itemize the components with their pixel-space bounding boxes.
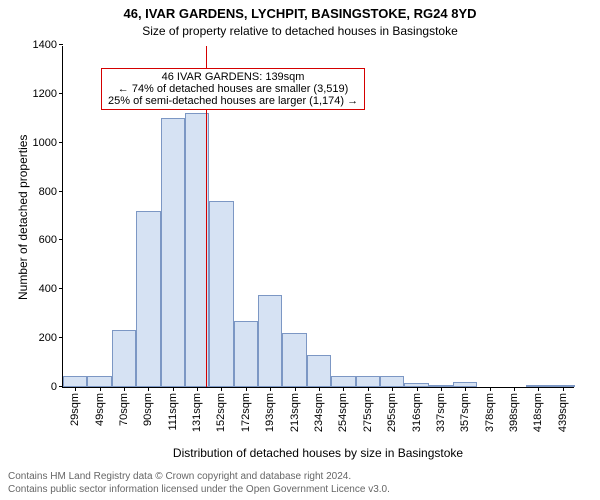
- x-tick-mark: [246, 387, 247, 391]
- histogram-bar: [307, 355, 331, 387]
- y-tick-mark: [59, 239, 63, 240]
- x-tick-mark: [538, 387, 539, 391]
- x-tick-mark: [343, 387, 344, 391]
- plot-area: 020040060080010001200140029sqm49sqm70sqm…: [62, 46, 574, 388]
- x-tick-label: 70sqm: [118, 393, 130, 426]
- annotation-line: 46 IVAR GARDENS: 139sqm: [108, 71, 358, 83]
- histogram-bar: [87, 376, 111, 387]
- x-tick-mark: [441, 387, 442, 391]
- footer-line-2: Contains public sector information licen…: [8, 484, 390, 497]
- x-tick-mark: [514, 387, 515, 391]
- y-tick-label: 200: [39, 332, 63, 344]
- y-tick-mark: [59, 337, 63, 338]
- footer-attribution: Contains HM Land Registry data © Crown c…: [8, 471, 390, 496]
- x-tick-mark: [563, 387, 564, 391]
- x-tick-mark: [173, 387, 174, 391]
- x-tick-label: 357sqm: [459, 393, 471, 432]
- x-tick-label: 29sqm: [69, 393, 81, 426]
- histogram-bar: [63, 376, 87, 387]
- histogram-bar: [356, 376, 380, 387]
- annotation-line: ← 74% of detached houses are smaller (3,…: [108, 83, 358, 95]
- chart-subtitle: Size of property relative to detached ho…: [0, 24, 600, 38]
- y-tick-label: 600: [39, 234, 63, 246]
- x-tick-label: 111sqm: [167, 393, 179, 431]
- x-tick-mark: [368, 387, 369, 391]
- x-tick-mark: [148, 387, 149, 391]
- x-tick-mark: [490, 387, 491, 391]
- x-tick-mark: [124, 387, 125, 391]
- annotation-box: 46 IVAR GARDENS: 139sqm← 74% of detached…: [101, 68, 365, 110]
- y-tick-label: 400: [39, 283, 63, 295]
- x-tick-mark: [197, 387, 198, 391]
- x-tick-label: 131sqm: [191, 393, 203, 432]
- x-tick-label: 254sqm: [337, 393, 349, 432]
- histogram-bar: [331, 376, 355, 387]
- x-tick-mark: [75, 387, 76, 391]
- histogram-bar: [209, 201, 233, 387]
- x-tick-label: 378sqm: [484, 393, 496, 432]
- x-tick-mark: [295, 387, 296, 391]
- histogram-bar: [112, 330, 136, 387]
- x-tick-label: 439sqm: [557, 393, 569, 432]
- x-tick-label: 295sqm: [386, 393, 398, 432]
- histogram-bar: [380, 376, 404, 387]
- histogram-bar: [136, 211, 160, 387]
- histogram-bar: [234, 321, 258, 387]
- x-tick-mark: [417, 387, 418, 391]
- x-tick-label: 90sqm: [142, 393, 154, 426]
- x-tick-label: 316sqm: [411, 393, 423, 432]
- x-tick-label: 213sqm: [289, 393, 301, 432]
- x-tick-label: 398sqm: [508, 393, 520, 432]
- x-tick-mark: [221, 387, 222, 391]
- y-tick-label: 1200: [33, 88, 63, 100]
- chart-title: 46, IVAR GARDENS, LYCHPIT, BASINGSTOKE, …: [0, 6, 600, 21]
- y-tick-label: 1000: [33, 137, 63, 149]
- y-tick-mark: [59, 288, 63, 289]
- x-tick-label: 49sqm: [94, 393, 106, 426]
- x-tick-mark: [100, 387, 101, 391]
- histogram-bar: [161, 118, 185, 387]
- y-tick-label: 1400: [33, 39, 63, 51]
- x-tick-label: 337sqm: [435, 393, 447, 432]
- x-tick-label: 234sqm: [313, 393, 325, 432]
- y-axis-label: Number of detached properties: [16, 134, 30, 299]
- x-tick-mark: [270, 387, 271, 391]
- y-tick-mark: [59, 142, 63, 143]
- x-tick-mark: [319, 387, 320, 391]
- x-axis-label: Distribution of detached houses by size …: [62, 446, 574, 460]
- footer-line-1: Contains HM Land Registry data © Crown c…: [8, 471, 390, 484]
- x-tick-label: 152sqm: [215, 393, 227, 432]
- y-tick-label: 0: [51, 381, 63, 393]
- x-tick-label: 172sqm: [240, 393, 252, 432]
- histogram-bar: [258, 295, 282, 387]
- x-tick-mark: [465, 387, 466, 391]
- x-tick-label: 418sqm: [532, 393, 544, 432]
- y-tick-mark: [59, 44, 63, 45]
- y-tick-mark: [59, 93, 63, 94]
- y-tick-label: 800: [39, 186, 63, 198]
- histogram-bar: [282, 333, 306, 387]
- x-tick-mark: [392, 387, 393, 391]
- histogram-chart: 46, IVAR GARDENS, LYCHPIT, BASINGSTOKE, …: [0, 0, 600, 500]
- annotation-line: 25% of semi-detached houses are larger (…: [108, 95, 358, 107]
- x-tick-label: 193sqm: [264, 393, 276, 432]
- x-tick-label: 275sqm: [362, 393, 374, 432]
- y-tick-mark: [59, 191, 63, 192]
